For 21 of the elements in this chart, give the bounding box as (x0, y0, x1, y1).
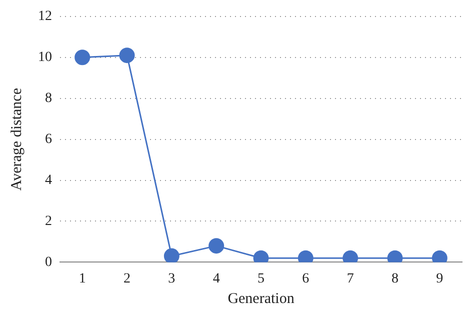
y-tick-label: 10 (38, 50, 52, 66)
y-tick-label: 0 (45, 254, 52, 270)
x-tick-label: 6 (302, 271, 310, 286)
x-tick-label: 1 (78, 271, 86, 286)
point (74, 50, 90, 66)
point (119, 48, 135, 64)
x-tick-label: 5 (258, 271, 264, 286)
point (164, 248, 180, 262)
x-axis-title: Generation (228, 290, 295, 307)
y-tick-label: 4 (45, 172, 52, 188)
x-tick-label: 4 (212, 271, 220, 286)
x-tick-label: 8 (392, 271, 398, 286)
x-tick-label: 3 (168, 271, 176, 286)
y-axis-title: Average distance (8, 88, 25, 191)
y-tick-label: 12 (38, 9, 52, 24)
y-tick-label: 2 (45, 214, 52, 229)
y-tick-label: 6 (45, 132, 52, 147)
y-tick-label: 8 (45, 91, 52, 106)
x-tick-label: 2 (124, 271, 130, 286)
x-tick-label: 7 (346, 271, 354, 286)
x-tick-label: 9 (436, 271, 444, 286)
